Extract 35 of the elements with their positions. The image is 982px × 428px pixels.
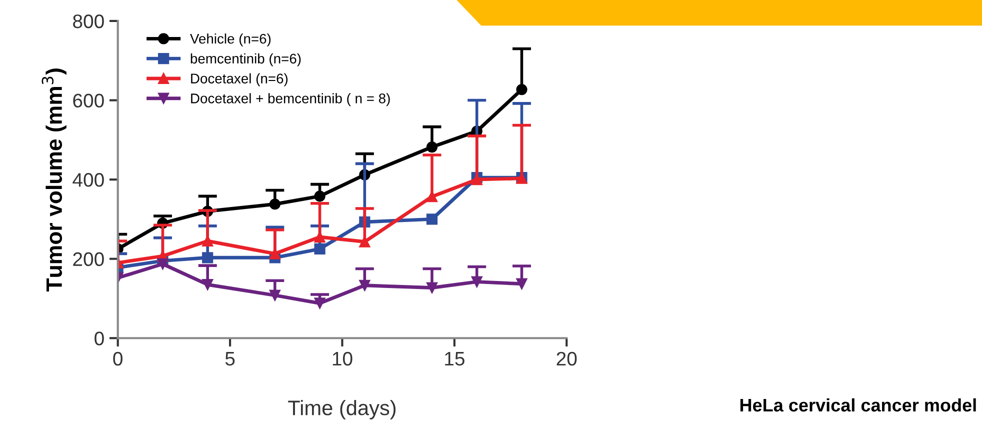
x-tick-label: 0 bbox=[113, 352, 122, 366]
y-axis-title: Tumor volume (mm$^{3}$) bbox=[42, 68, 66, 292]
legend-label: Docetaxel (n=6) bbox=[191, 73, 288, 86]
text: HeLa cervical cancer model bbox=[740, 398, 976, 412]
point bbox=[426, 141, 438, 153]
point bbox=[471, 276, 482, 288]
point bbox=[516, 278, 528, 290]
y-tick-label: 800 bbox=[73, 14, 104, 28]
point bbox=[426, 214, 438, 225]
y-tick-label: 0 bbox=[94, 332, 104, 346]
x-tick-label: 5 bbox=[225, 352, 235, 366]
y-tick-label: 400 bbox=[72, 173, 104, 187]
point bbox=[516, 84, 528, 96]
point bbox=[202, 252, 214, 264]
point bbox=[314, 298, 326, 309]
x-axis-title: Time (days) bbox=[288, 400, 396, 420]
point bbox=[359, 280, 370, 291]
point bbox=[314, 190, 326, 202]
point bbox=[314, 243, 326, 254]
legend-label: bemcentinib (n=6) bbox=[190, 53, 301, 66]
legend-label: Docetaxel + bemcentinib ( n = 8) bbox=[191, 93, 390, 106]
y-tick-label: 600 bbox=[73, 94, 104, 108]
y-tick-label: 200 bbox=[73, 252, 104, 266]
point bbox=[269, 248, 280, 260]
x-tick-label: 15 bbox=[445, 352, 464, 366]
x-tick-label: 10 bbox=[332, 352, 352, 366]
legend-label: Vehicle (n=6) bbox=[190, 33, 271, 46]
point bbox=[157, 258, 168, 270]
point bbox=[202, 279, 214, 290]
point bbox=[359, 236, 370, 248]
point bbox=[426, 282, 438, 294]
x-tick-label: 20 bbox=[556, 352, 577, 366]
point bbox=[426, 191, 438, 202]
point bbox=[269, 198, 280, 210]
point bbox=[269, 290, 280, 301]
